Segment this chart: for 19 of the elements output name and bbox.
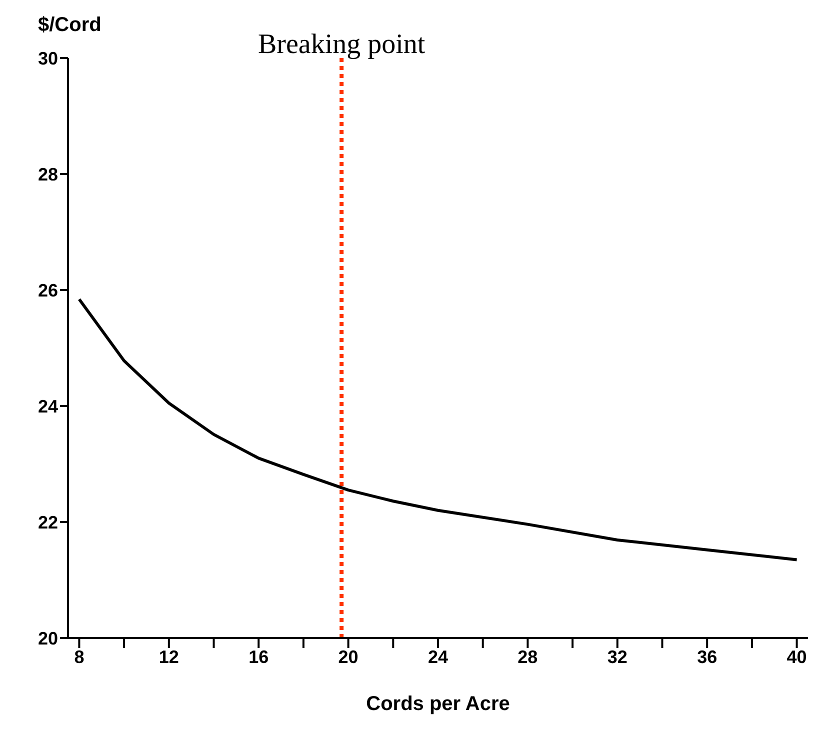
x-tick-label: 32 (607, 646, 628, 667)
y-tick-label: 26 (38, 280, 58, 300)
y-tick-label: 20 (38, 628, 58, 648)
x-tick-label: 24 (428, 646, 448, 667)
line-series (78, 298, 798, 562)
x-tick-label: 40 (786, 646, 807, 667)
y-tick-label: 30 (38, 48, 58, 68)
y-tick-label: 22 (38, 512, 58, 532)
x-tick-label: 8 (74, 646, 84, 667)
ref-line-label: Breaking point (258, 29, 426, 60)
x-tick-label: 12 (158, 646, 179, 667)
y-tick-label: 24 (38, 396, 58, 416)
y-axis-title: $/Cord (38, 14, 102, 37)
x-tick-label: 20 (338, 646, 358, 667)
x-tick-label: 16 (248, 646, 269, 667)
x-axis-title: Cords per Acre (365, 693, 511, 716)
y-tick-label: 28 (38, 164, 58, 184)
x-tick-label: 28 (518, 646, 538, 667)
x-tick-label: 36 (697, 646, 718, 667)
